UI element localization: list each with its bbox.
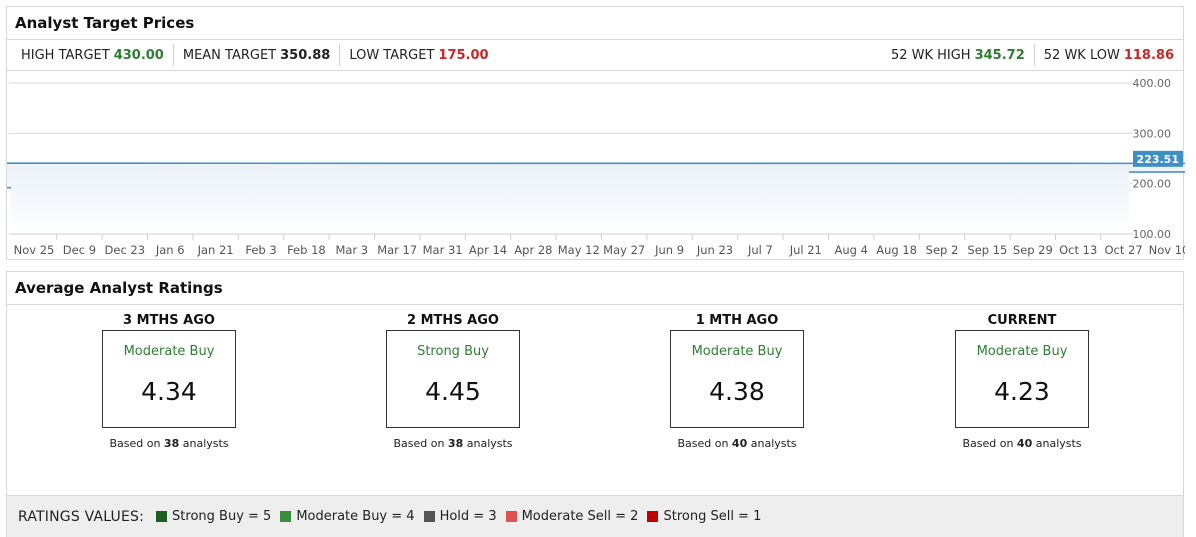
low-target-label: LOW TARGET	[349, 47, 435, 63]
x-tick-label: Nov 10	[1149, 243, 1185, 257]
legend-swatch	[505, 511, 517, 522]
legend-title: RATINGS VALUES:	[18, 508, 145, 525]
x-tick-label: Jun 23	[696, 243, 733, 257]
y-tick-label: 400.00	[1133, 77, 1172, 90]
target-prices-header: Analyst Target Prices	[7, 7, 1183, 40]
rating-analyst-count: Based on 38 analysts	[109, 437, 229, 450]
legend-swatch	[156, 511, 168, 522]
x-tick-label: Jul 21	[789, 243, 822, 257]
price-area	[7, 163, 1185, 234]
mean-target-label: MEAN TARGET	[182, 47, 277, 63]
x-tick-label: Mar 3	[335, 243, 368, 257]
target-prices-title: Analyst Target Prices	[15, 14, 195, 32]
x-tick-label: Jun 9	[654, 243, 684, 257]
x-tick-label: Feb 18	[287, 243, 326, 257]
y-tick-label: 100.00	[1133, 228, 1172, 241]
rating-box: Moderate Buy 4.34	[102, 330, 236, 428]
52wk-high-value: 345.72	[974, 47, 1025, 63]
rating-3-months-ago: 3 MTHS AGO Moderate Buy 4.34 Based on 38…	[79, 311, 259, 450]
target-prices-panel: Analyst Target Prices HIGH TARGET 430.00…	[6, 6, 1185, 260]
low-target-value: 175.00	[438, 47, 489, 63]
rating-box: Strong Buy 4.45	[386, 330, 520, 428]
52wk-low-label: 52 WK LOW	[1043, 47, 1120, 63]
rating-2-months-ago: 2 MTHS AGO Strong Buy 4.45 Based on 38 a…	[363, 311, 543, 450]
ratings-title: Average Analyst Ratings	[15, 279, 223, 297]
x-tick-label: Sep 29	[1013, 243, 1053, 257]
legend-item-hold: Hold = 3	[423, 509, 497, 524]
rating-period-head: 1 MTH AGO	[695, 313, 779, 328]
52wk-low: 52 WK LOW 118.86	[1035, 44, 1183, 66]
ratings-row: 3 MTHS AGO Moderate Buy 4.34 Based on 38…	[7, 305, 1183, 492]
rating-score: 4.34	[141, 377, 197, 406]
x-tick-label: Dec 9	[63, 243, 96, 257]
x-tick-label: Apr 14	[469, 243, 507, 257]
x-tick-label: Dec 23	[105, 243, 146, 257]
52wk-high-label: 52 WK HIGH	[890, 47, 971, 63]
rating-period-head: 3 MTHS AGO	[123, 313, 215, 328]
low-target: LOW TARGET 175.00	[340, 44, 497, 66]
rating-score: 4.23	[994, 377, 1050, 406]
ratings-values-legend: RATINGS VALUES: Strong Buy = 5 Moderate …	[7, 495, 1183, 537]
y-tick-label: 300.00	[1133, 127, 1172, 140]
mean-target: MEAN TARGET 350.88	[174, 44, 341, 66]
target-summary-row: HIGH TARGET 430.00 MEAN TARGET 350.88 LO…	[7, 40, 1183, 71]
last-price-label: 223.51	[1137, 153, 1179, 166]
x-tick-label: Sep 15	[967, 243, 1007, 257]
x-tick-label: May 12	[558, 243, 600, 257]
x-tick-label: Oct 13	[1059, 243, 1097, 257]
rating-label: Moderate Buy	[691, 344, 783, 359]
legend-item-strong-sell: Strong Sell = 1	[647, 509, 761, 524]
legend-item-strong-buy: Strong Buy = 5	[156, 509, 271, 524]
x-tick-label: May 27	[603, 243, 645, 257]
ratings-header: Average Analyst Ratings	[7, 272, 1183, 305]
legend-swatch	[423, 511, 435, 522]
rating-analyst-count: Based on 38 analysts	[393, 437, 513, 450]
52wk-low-value: 118.86	[1123, 47, 1174, 63]
high-target-value: 430.00	[113, 47, 164, 63]
last-price-tag	[1133, 150, 1183, 167]
rating-analyst-count: Based on 40 analysts	[677, 437, 797, 450]
mean-target-value: 350.88	[280, 47, 331, 63]
x-tick-label: Jan 6	[155, 243, 185, 257]
rating-period-head: CURRENT	[987, 313, 1057, 328]
legend-swatch	[647, 511, 659, 522]
rating-analyst-count: Based on 40 analysts	[962, 437, 1082, 450]
high-target: HIGH TARGET 430.00	[7, 44, 174, 66]
x-tick-label: Oct 27	[1105, 243, 1143, 257]
x-tick-label: Sep 2	[926, 243, 959, 257]
y-tick-label: 200.00	[1133, 178, 1172, 191]
price-chart[interactable]: 400.00 300.00 200.00 100.00 Nov 25 Dec 9 Dec 2…	[7, 73, 1185, 259]
rating-box: Moderate Buy 4.38	[670, 330, 804, 428]
x-tick-label: Jul 7	[747, 243, 773, 257]
rating-label: Moderate Buy	[123, 344, 215, 359]
rating-period-head: 2 MTHS AGO	[407, 313, 499, 328]
rating-label: Strong Buy	[417, 344, 489, 359]
legend-item-moderate-sell: Moderate Sell = 2	[505, 509, 638, 524]
legend-item-moderate-buy: Moderate Buy = 4	[280, 509, 415, 524]
x-tick-label: Mar 31	[423, 243, 463, 257]
rating-1-month-ago: 1 MTH AGO Moderate Buy 4.38 Based on 40 …	[647, 311, 827, 450]
ratings-panel: Average Analyst Ratings 3 MTHS AGO Moder…	[6, 271, 1184, 537]
x-tick-label: Apr 28	[514, 243, 552, 257]
rating-score: 4.38	[709, 377, 765, 406]
rating-box: Moderate Buy 4.23	[955, 330, 1089, 428]
rating-label: Moderate Buy	[976, 344, 1068, 359]
x-tick-label: Aug 18	[876, 243, 917, 257]
52wk-high: 52 WK HIGH 345.72	[882, 44, 1035, 66]
legend-swatch	[280, 511, 292, 522]
x-tick-label: Aug 4	[834, 243, 867, 257]
x-tick-label: Nov 25	[14, 243, 55, 257]
x-tick-label: Jan 21	[197, 243, 234, 257]
x-tick-label: Feb 3	[245, 243, 276, 257]
rating-score: 4.45	[425, 377, 481, 406]
x-tick-label: Mar 17	[377, 243, 417, 257]
high-target-label: HIGH TARGET	[21, 47, 110, 63]
rating-current: CURRENT Moderate Buy 4.23 Based on 40 an…	[932, 311, 1112, 450]
